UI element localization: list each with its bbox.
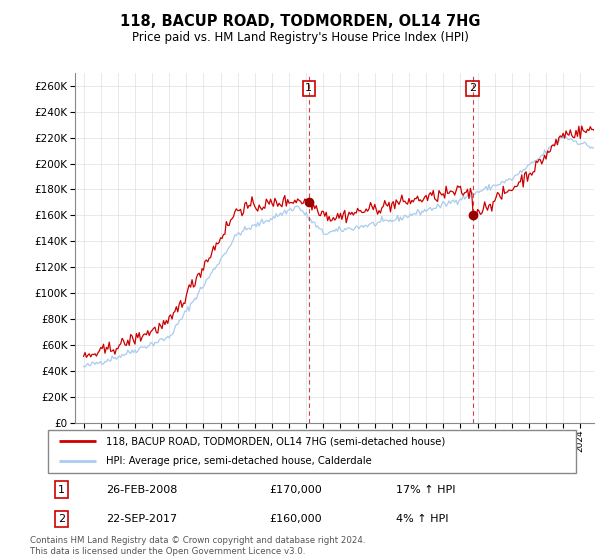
Text: 4% ↑ HPI: 4% ↑ HPI xyxy=(397,514,449,524)
Text: 2: 2 xyxy=(58,514,65,524)
Text: 22-SEP-2017: 22-SEP-2017 xyxy=(106,514,177,524)
Text: 26-FEB-2008: 26-FEB-2008 xyxy=(106,484,178,494)
Text: 118, BACUP ROAD, TODMORDEN, OL14 7HG: 118, BACUP ROAD, TODMORDEN, OL14 7HG xyxy=(120,14,480,29)
Text: £170,000: £170,000 xyxy=(270,484,323,494)
Text: Contains HM Land Registry data © Crown copyright and database right 2024.
This d: Contains HM Land Registry data © Crown c… xyxy=(30,536,365,556)
Text: 1: 1 xyxy=(58,484,65,494)
Text: 2: 2 xyxy=(469,83,476,94)
Text: 17% ↑ HPI: 17% ↑ HPI xyxy=(397,484,456,494)
Text: 1: 1 xyxy=(305,83,313,94)
Text: Price paid vs. HM Land Registry's House Price Index (HPI): Price paid vs. HM Land Registry's House … xyxy=(131,31,469,44)
FancyBboxPatch shape xyxy=(48,430,576,473)
Text: 118, BACUP ROAD, TODMORDEN, OL14 7HG (semi-detached house): 118, BACUP ROAD, TODMORDEN, OL14 7HG (se… xyxy=(106,436,445,446)
Text: £160,000: £160,000 xyxy=(270,514,322,524)
Text: HPI: Average price, semi-detached house, Calderdale: HPI: Average price, semi-detached house,… xyxy=(106,456,372,466)
